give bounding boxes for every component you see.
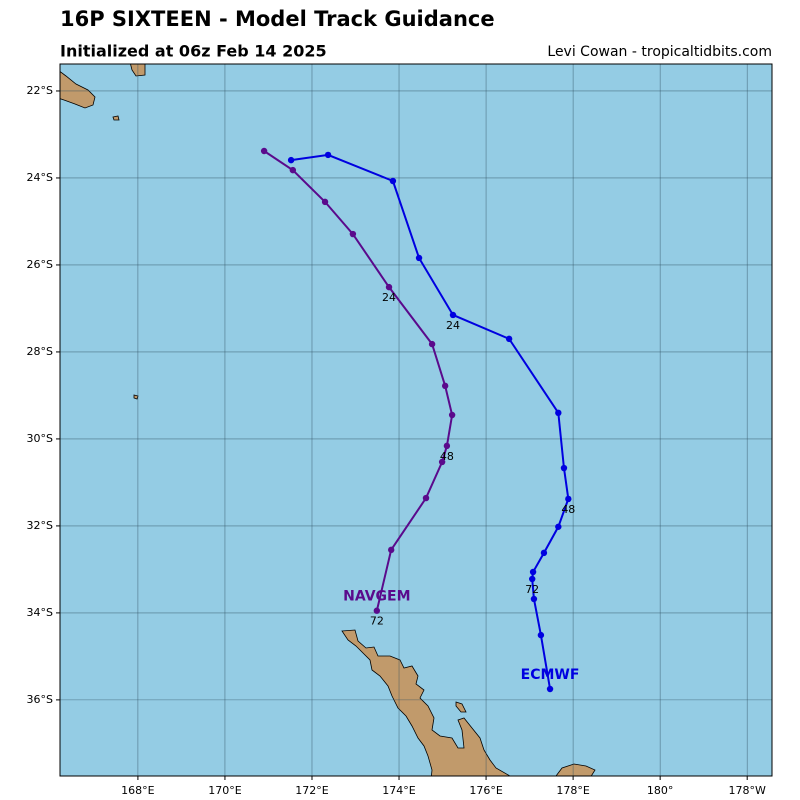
x-tick-label: 176°E (469, 784, 502, 797)
track-point (349, 230, 357, 238)
hour-label: 24 (382, 291, 396, 304)
track-point (560, 464, 568, 472)
track-point (448, 411, 456, 419)
track-point (505, 335, 513, 343)
track-point (555, 409, 562, 417)
hour-label: 72 (525, 583, 539, 596)
land-mass (60, 71, 96, 109)
track-point (373, 607, 381, 614)
track-point (530, 595, 538, 603)
track-point (438, 458, 446, 466)
track-point (260, 147, 268, 155)
x-tick-label: 174°E (382, 784, 415, 797)
x-tick-label: 178°W (729, 784, 766, 797)
x-tick-label: 178°E (556, 784, 589, 797)
y-tick-label: 30°S (27, 432, 53, 445)
track-point (443, 442, 451, 450)
y-tick-label: 26°S (27, 258, 53, 271)
map-frame (59, 63, 773, 777)
y-tick-label: 32°S (27, 519, 53, 532)
track-line (290, 153, 570, 690)
x-tick-label: 170°E (208, 784, 241, 797)
y-tick-label: 24°S (27, 171, 53, 184)
track-point (389, 177, 397, 185)
subtitle: Initialized at 06z Feb 14 2025 (60, 42, 327, 61)
track-point (540, 549, 548, 557)
track-point (289, 166, 297, 174)
hour-label: 72 (370, 615, 384, 628)
land (60, 64, 596, 776)
model-label: ECMWF (521, 667, 580, 683)
title: 16P SIXTEEN - Model Track Guidance (60, 7, 495, 31)
x-tick-label: 168°E (121, 784, 154, 797)
hour-label: 48 (561, 503, 575, 516)
track-point (415, 254, 423, 262)
track-point (287, 156, 295, 164)
y-tick-label: 22°S (27, 84, 53, 97)
track-point (555, 523, 562, 530)
x-tick-label: 172°E (295, 784, 328, 797)
x-tick-label: 180° (647, 784, 674, 797)
track-point (428, 340, 436, 348)
island (112, 115, 120, 121)
hour-label: 24 (446, 319, 460, 332)
island (455, 701, 467, 713)
track-point (324, 151, 332, 159)
model-label: NAVGEM (343, 589, 410, 605)
y-tick-label: 36°S (27, 693, 53, 706)
y-tick-label: 34°S (27, 606, 53, 619)
track-point (529, 568, 537, 576)
track-point (449, 311, 457, 319)
y-tick-label: 28°S (27, 345, 53, 358)
track-point (387, 546, 395, 554)
graticule (60, 64, 772, 776)
axis-ticks: 168°E 170°E 172°E 174°E 176°E 178°E 180° 178°W 2… (27, 84, 766, 797)
track-point (565, 495, 572, 503)
track-point (546, 685, 554, 693)
credit: Levi Cowan - tropicaltidbits.com (547, 44, 772, 60)
track-point (321, 198, 329, 206)
track-point (529, 575, 536, 583)
track-point (422, 494, 430, 502)
ocean (60, 64, 772, 776)
track-point (385, 283, 393, 291)
island (133, 394, 139, 400)
land-mass (555, 763, 596, 776)
track-point (537, 631, 545, 639)
track-point (441, 382, 449, 390)
land-mass (341, 629, 511, 776)
